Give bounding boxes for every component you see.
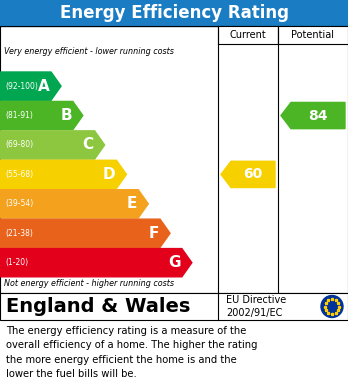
Text: Potential: Potential (292, 30, 334, 40)
Text: E: E (127, 196, 137, 211)
Text: C: C (82, 138, 94, 152)
Bar (0, 0, 348, 26)
Text: (55-68): (55-68) (5, 170, 33, 179)
Bar (278, 26, 348, 44)
Polygon shape (0, 160, 126, 188)
Bar (0, 26, 348, 293)
Bar (218, 26, 278, 44)
Polygon shape (0, 190, 148, 218)
Text: Not energy efficient - higher running costs: Not energy efficient - higher running co… (4, 279, 174, 288)
Polygon shape (0, 101, 83, 130)
Text: (1-20): (1-20) (5, 258, 28, 267)
Text: Energy Efficiency Rating: Energy Efficiency Rating (60, 4, 288, 22)
Text: Very energy efficient - lower running costs: Very energy efficient - lower running co… (4, 47, 174, 56)
Text: (92-100): (92-100) (5, 82, 38, 91)
Text: (81-91): (81-91) (5, 111, 33, 120)
Text: 84: 84 (308, 109, 328, 122)
Polygon shape (281, 102, 345, 129)
Text: (39-54): (39-54) (5, 199, 33, 208)
Text: EU Directive
2002/91/EC: EU Directive 2002/91/EC (226, 295, 286, 318)
Text: B: B (60, 108, 72, 123)
Polygon shape (221, 161, 275, 188)
Polygon shape (0, 131, 105, 159)
Text: F: F (149, 226, 159, 241)
Text: 60: 60 (243, 167, 263, 181)
Text: A: A (38, 79, 50, 93)
Text: The energy efficiency rating is a measure of the
overall efficiency of a home. T: The energy efficiency rating is a measur… (6, 326, 258, 379)
Bar (0, 293, 348, 320)
Circle shape (321, 296, 343, 317)
Polygon shape (0, 249, 192, 277)
Text: Current: Current (230, 30, 266, 40)
Polygon shape (0, 72, 61, 100)
Text: G: G (168, 255, 181, 270)
Text: England & Wales: England & Wales (6, 297, 190, 316)
Polygon shape (0, 219, 170, 248)
Text: D: D (103, 167, 116, 182)
Text: (69-80): (69-80) (5, 140, 33, 149)
Text: (21-38): (21-38) (5, 229, 33, 238)
